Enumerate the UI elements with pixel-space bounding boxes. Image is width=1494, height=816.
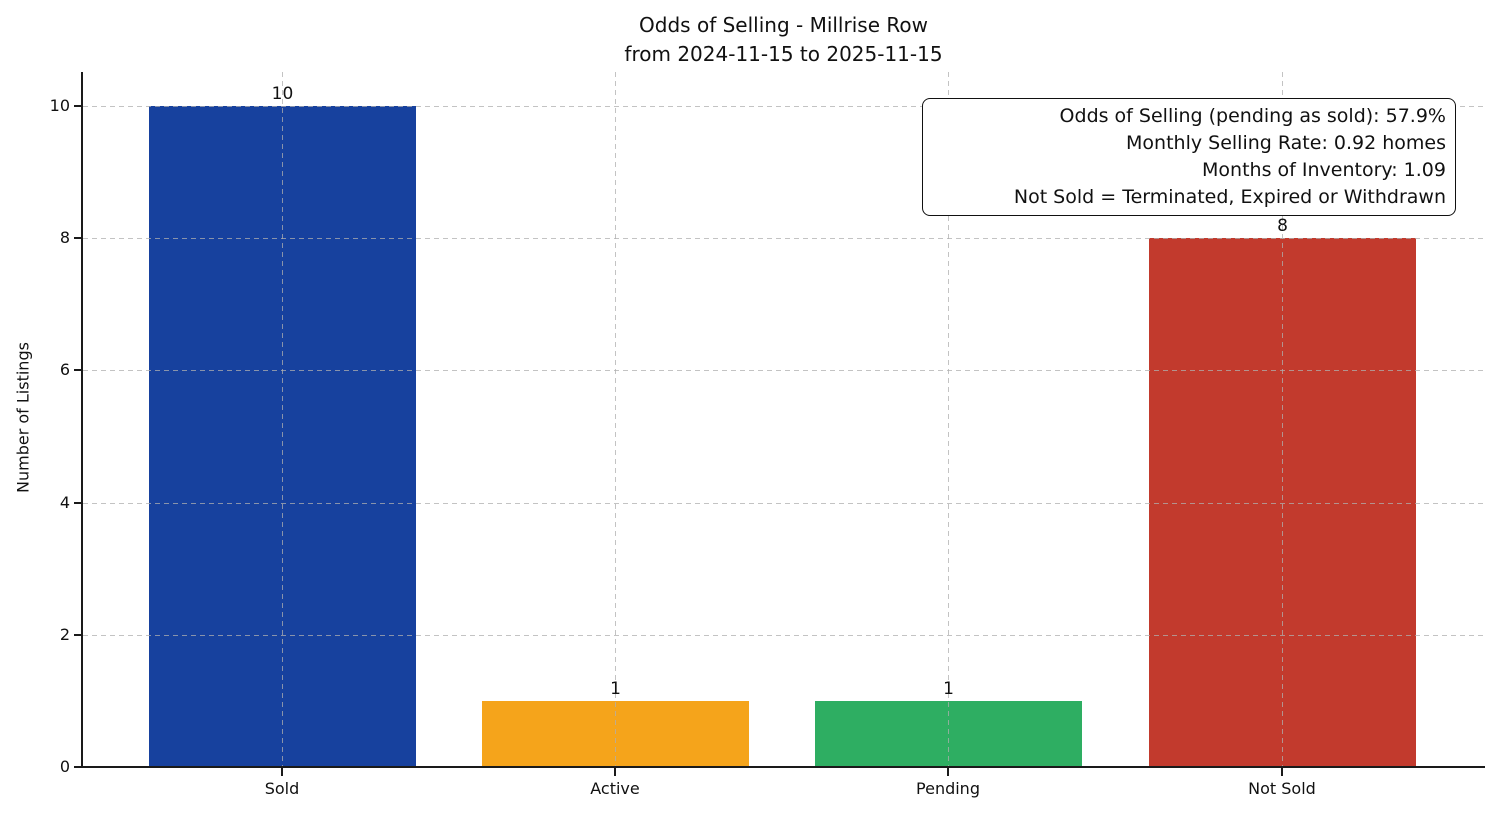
gridline-v-not-sold	[1282, 72, 1283, 767]
y-tick-label-8: 8	[59, 228, 70, 247]
chart-title-line2: from 2024-11-15 to 2025-11-15	[624, 42, 943, 66]
y-tick-label-2: 2	[59, 625, 70, 644]
y-tick-label-4: 4	[59, 493, 70, 512]
chart-title: Odds of Selling - Millrise Row from 2024…	[83, 11, 1484, 69]
gridline-h-6	[83, 370, 1484, 371]
x-axis-spine	[81, 766, 1485, 768]
y-axis-spine	[81, 72, 83, 768]
y-tick-label-0: 0	[59, 757, 70, 776]
x-tick-sold	[281, 768, 283, 776]
chart-title-line1: Odds of Selling - Millrise Row	[639, 13, 928, 37]
gridline-h-2	[83, 635, 1484, 636]
x-tick-pending	[947, 768, 949, 776]
y-tick-0	[74, 766, 82, 768]
y-tick-8	[74, 237, 82, 239]
bar-value-active: 1	[610, 678, 621, 699]
x-tick-label-active: Active	[590, 779, 640, 798]
gridline-v-active	[615, 72, 616, 767]
y-tick-label-10: 10	[49, 96, 70, 115]
y-tick-4	[74, 502, 82, 504]
gridline-h-10	[83, 106, 1484, 107]
y-tick-label-6: 6	[59, 360, 70, 379]
x-tick-active	[614, 768, 616, 776]
y-tick-10	[74, 105, 82, 107]
bar-value-sold: 10	[271, 84, 294, 104]
x-tick-not-sold	[1281, 768, 1283, 776]
bar-value-pending: 1	[943, 678, 954, 699]
y-tick-6	[74, 369, 82, 371]
stats-annotation-box: Odds of Selling (pending as sold): 57.9%…	[922, 98, 1456, 216]
gridline-v-sold	[282, 72, 283, 767]
annotation-months-inventory: Months of Inventory: 1.09	[1202, 159, 1446, 181]
y-axis-label: Number of Listings	[13, 342, 33, 493]
x-tick-label-sold: Sold	[264, 779, 300, 798]
x-tick-label-pending: Pending	[916, 779, 980, 798]
gridline-h-8	[83, 238, 1484, 239]
x-tick-label-not-sold: Not Sold	[1248, 779, 1316, 798]
plot-area: 10 1 1 8	[83, 72, 1484, 767]
gridline-h-4	[83, 503, 1484, 504]
annotation-monthly-rate: Monthly Selling Rate: 0.92 homes	[1126, 132, 1446, 154]
annotation-not-sold-definition: Not Sold = Terminated, Expired or Withdr…	[1013, 186, 1446, 208]
gridline-v-pending	[948, 72, 949, 767]
annotation-odds-of-selling: Odds of Selling (pending as sold): 57.9%	[1059, 105, 1446, 127]
y-tick-2	[74, 634, 82, 636]
bar-value-not-sold: 8	[1277, 216, 1288, 237]
